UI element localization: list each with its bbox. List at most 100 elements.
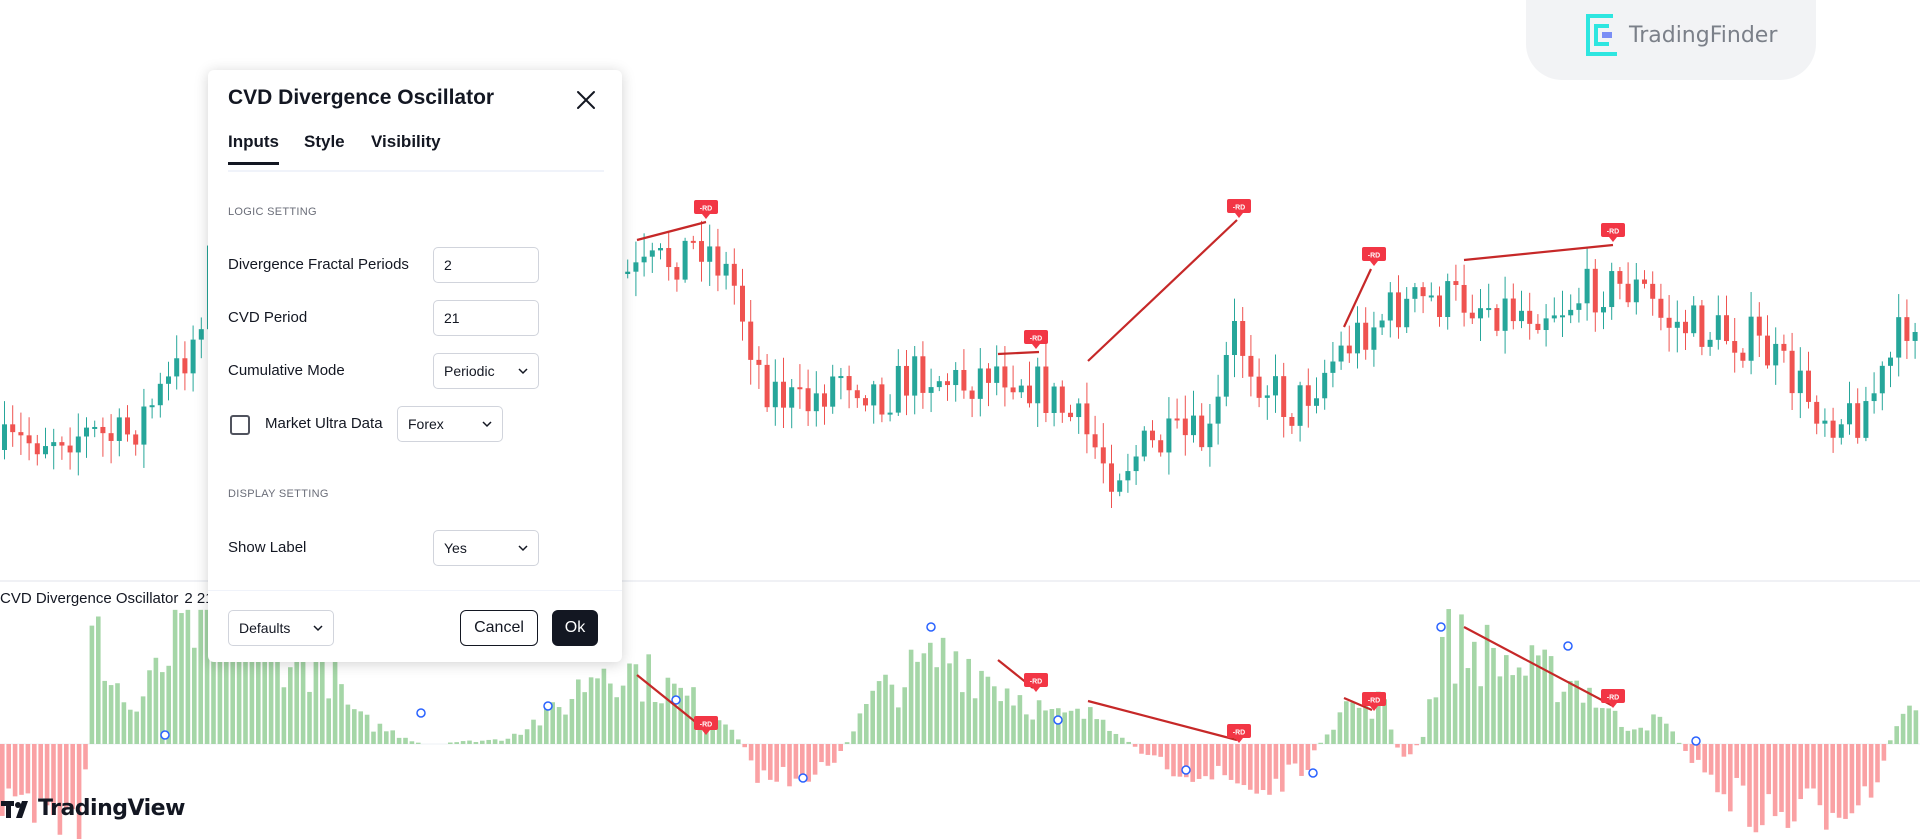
cvd-period-input[interactable]: 21	[433, 300, 539, 336]
tradingview-logo[interactable]: TradingView	[0, 796, 185, 821]
histogram-bar-positive	[1600, 708, 1605, 744]
cvd-histogram	[0, 609, 1919, 839]
candle-body	[1256, 376, 1262, 398]
histogram-bar-negative	[1139, 744, 1144, 754]
histogram-bar-positive	[1644, 730, 1650, 744]
market-ultra-data-checkbox[interactable]	[230, 415, 250, 435]
divergence-label-pointer	[1609, 703, 1617, 708]
candle-body	[59, 442, 65, 446]
candle-body	[10, 424, 16, 433]
histogram-bar-positive	[1651, 714, 1656, 744]
histogram-bar-positive	[313, 659, 319, 744]
chevron-down-icon	[313, 625, 323, 632]
fractal-circle	[1053, 715, 1063, 725]
candle-body	[26, 435, 32, 444]
histogram-bar-positive	[588, 677, 594, 744]
candle-body	[2, 424, 7, 450]
histogram-bar-negative	[1824, 744, 1829, 830]
candle-body	[1059, 386, 1065, 413]
candle-body	[1740, 352, 1746, 361]
histogram-bar-positive	[1049, 709, 1055, 744]
cumulative-mode-select[interactable]: Periodic	[433, 353, 539, 389]
histogram-bar-positive	[358, 711, 363, 744]
histogram-bar-negative	[1222, 744, 1227, 776]
divergence-label-box	[694, 200, 718, 214]
histogram-bar-positive	[563, 714, 568, 744]
histogram-bar-positive	[1036, 700, 1042, 744]
divergence-label-pointer	[702, 730, 710, 735]
histogram-bar-negative	[1734, 744, 1739, 778]
cancel-button[interactable]: Cancel	[460, 610, 538, 646]
candle-body	[1568, 309, 1574, 316]
histogram-bar-negative	[1728, 744, 1733, 812]
histogram-bar-positive	[876, 681, 882, 744]
divergence-fractal-periods-input[interactable]: 2	[433, 247, 539, 283]
show-label-select[interactable]: Yes	[433, 530, 539, 566]
candle-body	[928, 387, 934, 393]
histogram-bar-negative	[1862, 744, 1867, 787]
histogram-bar-negative	[1408, 744, 1413, 755]
candle-body	[1125, 471, 1131, 481]
tradingfinder-icon	[1586, 14, 1617, 56]
candle-body	[1002, 366, 1008, 388]
histogram-bar-negative	[1299, 744, 1304, 776]
candle-body	[1018, 385, 1024, 393]
close-button[interactable]	[570, 84, 602, 116]
histogram-bar-positive	[172, 609, 178, 744]
histogram-bar-negative	[748, 744, 754, 761]
histogram-bar-positive	[1088, 707, 1093, 744]
histogram-bar-positive	[979, 670, 984, 744]
histogram-bar-positive	[96, 616, 101, 744]
histogram-bar-positive	[1638, 727, 1643, 744]
candle-body	[174, 358, 180, 377]
histogram-bar-positive	[908, 649, 914, 744]
candle-body	[1191, 415, 1196, 436]
tab-visibility[interactable]: Visibility	[371, 132, 441, 151]
histogram-bar-positive	[601, 668, 607, 744]
histogram-bar-positive	[889, 684, 895, 744]
histogram-bar-positive	[409, 741, 415, 744]
histogram-bar-negative	[38, 744, 43, 799]
histogram-bar-positive	[89, 625, 95, 744]
histogram-bar-positive	[332, 651, 338, 744]
candle-body	[190, 339, 196, 374]
divergence-line	[1463, 626, 1614, 707]
histogram-bar-positive	[1497, 676, 1503, 744]
divergence-label: -RD	[1362, 247, 1386, 266]
histogram-bar-positive	[320, 638, 325, 744]
candle-body	[1182, 418, 1188, 436]
chevron-down-icon	[518, 545, 528, 552]
divergence-label-box	[1024, 673, 1048, 687]
histogram-bar-positive	[396, 737, 402, 744]
histogram-bar-positive	[460, 741, 466, 744]
candle-body	[715, 246, 721, 276]
candle-body	[690, 240, 696, 243]
ok-button[interactable]: Ok	[552, 610, 598, 646]
histogram-bar-negative	[1203, 744, 1208, 777]
histogram-bar-positive	[1363, 693, 1368, 744]
candle-body	[34, 443, 40, 455]
histogram-bar-positive	[576, 679, 581, 744]
tab-style[interactable]: Style	[304, 132, 345, 151]
candle-body	[1240, 320, 1246, 356]
histogram-bar-positive	[556, 707, 562, 744]
histogram-bar-positive	[544, 704, 549, 744]
candle-body	[887, 412, 893, 415]
histogram-bar-positive	[1907, 705, 1912, 744]
market-ultra-data-select[interactable]: Forex	[397, 406, 503, 442]
histogram-bar-negative	[57, 744, 63, 835]
histogram-bar-positive	[1670, 731, 1675, 744]
candle-body	[912, 356, 918, 396]
histogram-bar-negative	[1792, 744, 1797, 822]
histogram-bar-negative	[1286, 744, 1291, 765]
market-ultra-data-label: Market Ultra Data	[265, 415, 383, 432]
candle-body	[797, 387, 803, 390]
tab-inputs[interactable]: Inputs	[228, 132, 279, 165]
histogram-bar-positive	[550, 702, 555, 744]
candle-body	[1879, 365, 1885, 394]
candle-body	[1633, 279, 1639, 303]
histogram-bar-negative	[780, 744, 786, 767]
defaults-dropdown[interactable]: Defaults	[228, 610, 334, 646]
